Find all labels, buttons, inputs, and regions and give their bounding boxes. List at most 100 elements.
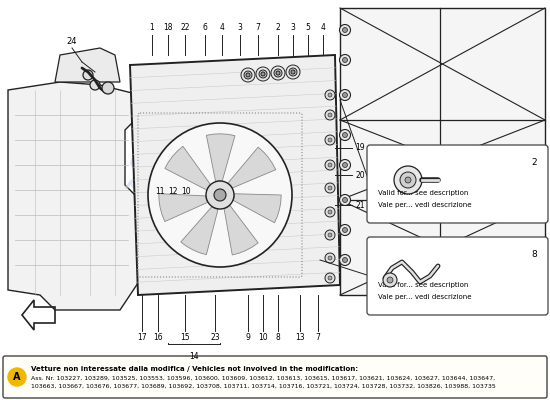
Polygon shape [233, 194, 281, 223]
FancyBboxPatch shape [367, 237, 548, 315]
Polygon shape [228, 147, 276, 188]
Polygon shape [181, 207, 218, 255]
Circle shape [343, 228, 348, 232]
Circle shape [325, 110, 335, 120]
Circle shape [328, 233, 332, 237]
Circle shape [289, 68, 297, 76]
Text: 14: 14 [189, 352, 199, 361]
Text: 10: 10 [258, 334, 268, 342]
Text: passion4parts: passion4parts [123, 171, 267, 265]
Circle shape [325, 207, 335, 217]
Text: 3: 3 [290, 24, 295, 32]
Text: Vetture non interessate dalla modifica / Vehicles not involved in the modificati: Vetture non interessate dalla modifica /… [31, 366, 358, 372]
Circle shape [148, 123, 292, 267]
Polygon shape [55, 48, 120, 82]
Circle shape [343, 28, 348, 32]
Text: Ass. Nr. 103227, 103289, 103525, 103553, 103596, 103600, 103609, 103612, 103613,: Ass. Nr. 103227, 103289, 103525, 103553,… [31, 376, 495, 381]
Circle shape [325, 135, 335, 145]
Circle shape [8, 368, 26, 386]
Text: 6: 6 [202, 24, 207, 32]
Circle shape [339, 130, 350, 140]
Circle shape [325, 273, 335, 283]
Circle shape [339, 224, 350, 236]
Text: 15: 15 [180, 334, 190, 342]
Text: 16: 16 [153, 334, 163, 342]
Circle shape [214, 189, 226, 201]
Circle shape [394, 166, 422, 194]
Circle shape [339, 90, 350, 100]
Circle shape [256, 67, 270, 81]
Text: 23: 23 [210, 334, 220, 342]
Text: Vale per... vedi descrizione: Vale per... vedi descrizione [378, 202, 471, 208]
Circle shape [339, 24, 350, 36]
Text: 4: 4 [219, 24, 224, 32]
Text: 8: 8 [531, 250, 537, 259]
Text: 10: 10 [181, 188, 191, 196]
Circle shape [339, 254, 350, 266]
Polygon shape [340, 8, 545, 295]
Circle shape [343, 258, 348, 262]
Circle shape [339, 160, 350, 170]
Circle shape [325, 253, 335, 263]
Circle shape [286, 65, 300, 79]
Polygon shape [159, 194, 207, 222]
Text: 9: 9 [245, 334, 250, 342]
Polygon shape [130, 55, 340, 295]
Text: Valid for... see description: Valid for... see description [378, 190, 469, 196]
Text: 2: 2 [531, 158, 537, 167]
Circle shape [328, 256, 332, 260]
Text: 22: 22 [180, 24, 190, 32]
Circle shape [328, 210, 332, 214]
Circle shape [339, 54, 350, 66]
Circle shape [343, 162, 348, 168]
Text: 103663, 103667, 103676, 103677, 103689, 103692, 103708, 103711, 103714, 103716, : 103663, 103667, 103676, 103677, 103689, … [31, 384, 496, 389]
Circle shape [259, 70, 267, 78]
Circle shape [325, 160, 335, 170]
Circle shape [343, 92, 348, 98]
Circle shape [339, 194, 350, 206]
Circle shape [387, 277, 393, 283]
Text: Valid for... see description: Valid for... see description [378, 282, 469, 288]
Circle shape [206, 181, 234, 209]
Polygon shape [224, 206, 258, 255]
Polygon shape [165, 146, 210, 190]
FancyBboxPatch shape [3, 356, 547, 398]
Circle shape [383, 273, 397, 287]
Circle shape [328, 186, 332, 190]
Circle shape [325, 230, 335, 240]
Text: 8: 8 [276, 334, 280, 342]
Circle shape [328, 276, 332, 280]
Text: 12: 12 [168, 188, 178, 196]
Text: euroPart: euroPart [123, 145, 267, 245]
Circle shape [325, 183, 335, 193]
Circle shape [325, 90, 335, 100]
Circle shape [241, 68, 255, 82]
Text: 20: 20 [355, 170, 365, 180]
Circle shape [90, 80, 100, 90]
Circle shape [261, 72, 265, 76]
Circle shape [246, 73, 250, 77]
Circle shape [328, 163, 332, 167]
Circle shape [291, 70, 295, 74]
Text: 3: 3 [238, 24, 243, 32]
Circle shape [343, 132, 348, 138]
Polygon shape [206, 134, 235, 181]
Circle shape [328, 138, 332, 142]
Circle shape [343, 58, 348, 62]
Text: 17: 17 [137, 334, 147, 342]
Circle shape [343, 198, 348, 202]
Circle shape [328, 113, 332, 117]
Text: 18: 18 [163, 24, 173, 32]
Text: 21: 21 [355, 200, 365, 210]
Text: 19: 19 [355, 144, 365, 152]
Circle shape [102, 82, 114, 94]
Circle shape [274, 69, 282, 77]
Text: A: A [13, 372, 21, 382]
Text: 24: 24 [67, 38, 77, 46]
Text: 13: 13 [295, 334, 305, 342]
Circle shape [271, 66, 285, 80]
Polygon shape [8, 82, 140, 310]
FancyBboxPatch shape [367, 145, 548, 223]
Text: 11: 11 [155, 188, 165, 196]
Circle shape [276, 71, 280, 75]
